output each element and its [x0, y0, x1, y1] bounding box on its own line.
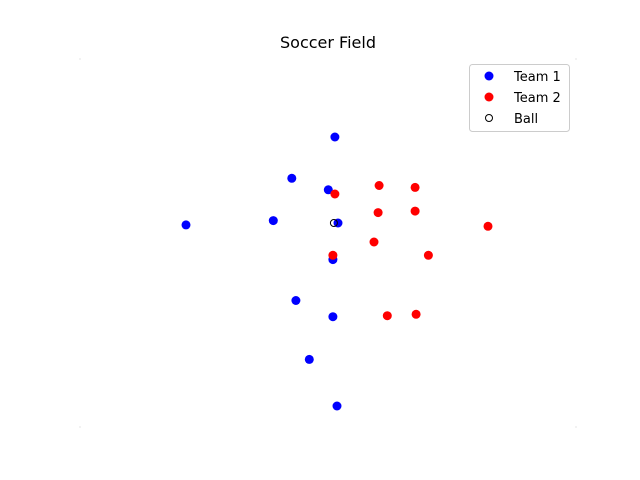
legend-label: Team 2	[513, 91, 561, 106]
team-1-point	[268, 216, 278, 226]
legend-label: Team 1	[513, 70, 561, 85]
points-layer	[181, 132, 493, 411]
series-ball	[329, 219, 338, 227]
legend-marker	[485, 114, 493, 122]
series-team-1	[181, 132, 343, 411]
team-2-point	[382, 311, 392, 321]
team-2-point	[411, 309, 421, 319]
team-1-point	[330, 132, 340, 142]
legend-label: Ball	[514, 112, 538, 127]
team-1-point	[323, 185, 333, 195]
legend-marker	[484, 71, 494, 81]
team-1-point	[291, 296, 301, 305]
legend-items: Team 1 Team 2 Ball	[484, 70, 561, 127]
corner-mark	[79, 58, 81, 60]
team-2-point	[374, 181, 384, 190]
team-2-point	[423, 250, 433, 260]
chart-title: Soccer Field	[280, 33, 376, 52]
team-2-point	[410, 182, 420, 192]
team-2-point	[373, 208, 383, 218]
team-1-point	[304, 354, 314, 364]
legend-marker	[484, 92, 494, 102]
team-1-point	[332, 401, 342, 411]
legend: Team 1 Team 2 Ball	[469, 64, 570, 132]
team-2-point	[483, 221, 493, 231]
corner-mark	[575, 426, 577, 428]
corner-mark	[575, 58, 577, 60]
corner-mark	[79, 426, 81, 428]
plot-area-corners	[79, 58, 577, 428]
team-2-point	[369, 237, 379, 247]
series-team-2	[328, 181, 493, 321]
team-1-point	[333, 218, 343, 228]
team-1-point	[181, 220, 191, 230]
team-2-point	[328, 250, 338, 260]
ball-point	[329, 219, 338, 227]
team-1-point	[328, 312, 338, 322]
team-2-point	[330, 189, 340, 199]
team-1-point	[287, 173, 297, 183]
team-2-point	[410, 206, 420, 216]
legend-box	[469, 64, 570, 132]
